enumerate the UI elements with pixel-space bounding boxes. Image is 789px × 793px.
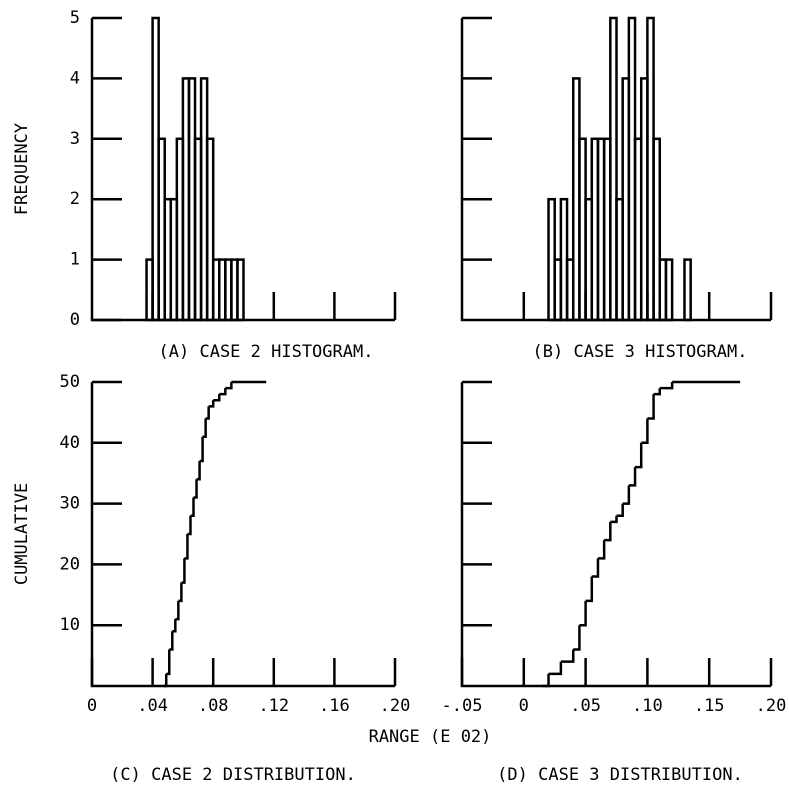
x-tick-label: .16 — [319, 696, 350, 716]
cumulative-step — [616, 503, 624, 518]
histogram-bar — [205, 137, 215, 322]
cumulative-step — [591, 558, 600, 578]
y-tick-label: 50 — [60, 372, 80, 392]
cumulative-step — [193, 479, 198, 499]
x-tick-label: 0 — [87, 696, 97, 716]
x-tick-label: -.05 — [442, 696, 483, 716]
y-tick-label: 30 — [60, 494, 80, 514]
y-tick-label: 10 — [60, 615, 80, 635]
cumulative-step — [166, 649, 171, 676]
cumulative-step — [184, 534, 189, 560]
y-tick-label: 2 — [70, 189, 80, 209]
cumulative-step — [659, 382, 674, 390]
chart-title: (A) CASE 2 HISTOGRAM. — [159, 342, 374, 362]
cumulative-step — [635, 442, 643, 469]
histogram-bar — [664, 258, 674, 322]
y-tick-label: 5 — [70, 8, 80, 28]
cumulative-step — [202, 418, 207, 438]
chart-title: (D) CASE 3 DISTRIBUTION. — [497, 765, 743, 785]
y-tick-label: 20 — [60, 554, 80, 574]
x-tick-label: 0 — [519, 696, 529, 716]
cumulative-step — [175, 600, 180, 621]
cumulative-step — [172, 619, 177, 633]
axis — [90, 382, 395, 688]
y-axis-label: CUMULATIVE — [12, 483, 32, 585]
histogram-bar — [683, 258, 692, 322]
cumulative-step — [585, 576, 594, 603]
cumulative-step — [604, 521, 612, 542]
x-tick-label: .04 — [137, 696, 168, 716]
x-tick-label: .20 — [756, 696, 787, 716]
x-tick-label: .15 — [694, 696, 725, 716]
y-tick-label: 40 — [60, 433, 80, 453]
cumulative-step — [597, 540, 606, 560]
x-tick-label: .10 — [632, 696, 663, 716]
histogram-bar — [236, 258, 245, 322]
chart-title: (C) CASE 2 DISTRIBUTION. — [110, 765, 356, 785]
cumulative-step — [573, 625, 581, 651]
cumulative-step — [208, 400, 215, 408]
cumulative-step — [163, 673, 168, 688]
cumulative-step — [610, 515, 618, 524]
y-tick-label: 0 — [70, 310, 80, 330]
y-tick-label: 1 — [70, 250, 80, 270]
y-tick-label: 3 — [70, 129, 80, 149]
chart-title: (B) CASE 3 HISTOGRAM. — [533, 342, 748, 362]
cumulative-step — [190, 497, 195, 518]
y-axis-label: FREQUENCY — [12, 123, 32, 215]
cumulative-step — [213, 394, 221, 402]
y-tick-label: 4 — [70, 68, 80, 88]
cumulative-step — [225, 382, 233, 390]
cumulative-step — [178, 582, 183, 603]
x-tick-label: .20 — [380, 696, 411, 716]
cumulative-step — [579, 600, 587, 627]
cumulative-step — [653, 388, 662, 396]
x-tick-label: .05 — [570, 696, 601, 716]
cumulative-step — [196, 461, 201, 481]
cumulative-step — [628, 467, 637, 487]
cumulative-step — [169, 631, 174, 651]
cumulative-step — [647, 394, 655, 420]
cumulative-step — [622, 485, 631, 505]
cumulative-step — [548, 661, 563, 676]
cumulative-step — [205, 406, 210, 420]
cumulative-step — [187, 515, 192, 536]
histogram-bar — [652, 137, 662, 322]
cumulative-step — [560, 649, 575, 663]
histogram-bar — [609, 16, 618, 322]
axis — [460, 382, 771, 688]
x-tick-label: .08 — [198, 696, 229, 716]
x-tick-label: .12 — [258, 696, 289, 716]
cumulative-step — [542, 673, 550, 688]
cumulative-step — [641, 418, 649, 445]
cumulative-step — [181, 558, 186, 584]
cumulative-step — [199, 436, 204, 463]
cumulative-step — [219, 388, 227, 396]
x-axis-label: RANGE (E 02) — [369, 727, 492, 747]
